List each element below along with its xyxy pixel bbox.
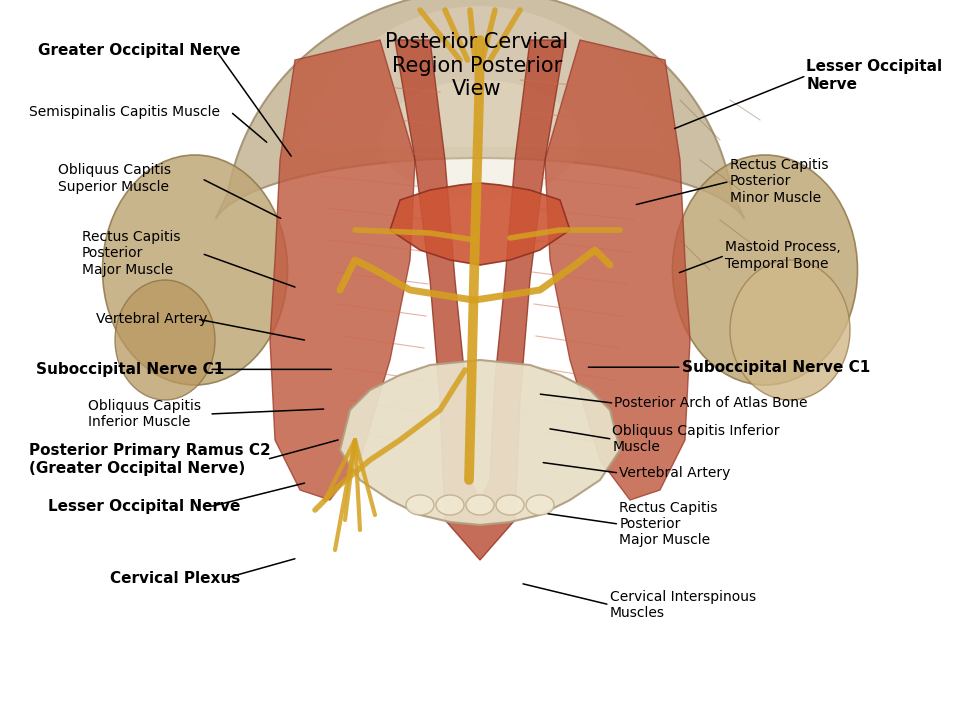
Text: Suboccipital Nerve C1: Suboccipital Nerve C1 bbox=[682, 360, 870, 374]
Text: Cervical Plexus: Cervical Plexus bbox=[110, 571, 241, 585]
Text: Obliquus Capitis Inferior
Muscle: Obliquus Capitis Inferior Muscle bbox=[612, 424, 780, 454]
Ellipse shape bbox=[406, 495, 434, 515]
Text: Rectus Capitis
Posterior
Major Muscle: Rectus Capitis Posterior Major Muscle bbox=[619, 501, 718, 547]
Text: Mastoid Process,
Temporal Bone: Mastoid Process, Temporal Bone bbox=[725, 240, 841, 271]
Text: Vertebral Artery: Vertebral Artery bbox=[619, 466, 731, 480]
Text: Suboccipital Nerve C1: Suboccipital Nerve C1 bbox=[36, 362, 225, 377]
Text: Obliquus Capitis
Inferior Muscle: Obliquus Capitis Inferior Muscle bbox=[88, 399, 202, 429]
Ellipse shape bbox=[103, 155, 287, 385]
Polygon shape bbox=[545, 40, 690, 500]
Text: Obliquus Capitis
Superior Muscle: Obliquus Capitis Superior Muscle bbox=[58, 163, 171, 194]
Text: Rectus Capitis
Posterior
Minor Muscle: Rectus Capitis Posterior Minor Muscle bbox=[730, 158, 828, 204]
Text: Lesser Occipital Nerve: Lesser Occipital Nerve bbox=[48, 500, 240, 514]
Ellipse shape bbox=[380, 80, 580, 200]
Ellipse shape bbox=[115, 280, 215, 400]
Polygon shape bbox=[299, 6, 661, 147]
Polygon shape bbox=[390, 183, 570, 265]
Polygon shape bbox=[216, 0, 744, 219]
Polygon shape bbox=[340, 360, 620, 525]
Ellipse shape bbox=[526, 495, 554, 515]
Text: Greater Occipital Nerve: Greater Occipital Nerve bbox=[38, 43, 241, 58]
Polygon shape bbox=[270, 40, 415, 500]
Text: Lesser Occipital
Nerve: Lesser Occipital Nerve bbox=[806, 59, 943, 92]
Ellipse shape bbox=[436, 495, 464, 515]
Text: Vertebral Artery: Vertebral Artery bbox=[96, 312, 207, 326]
Text: Semispinalis Capitis Muscle: Semispinalis Capitis Muscle bbox=[29, 104, 220, 119]
Text: Cervical Interspinous
Muscles: Cervical Interspinous Muscles bbox=[610, 590, 756, 620]
Ellipse shape bbox=[496, 495, 524, 515]
Ellipse shape bbox=[673, 155, 857, 385]
Polygon shape bbox=[395, 40, 565, 560]
Text: Posterior Cervical
Region Posterior
View: Posterior Cervical Region Posterior View bbox=[386, 32, 568, 99]
Text: Posterior Arch of Atlas Bone: Posterior Arch of Atlas Bone bbox=[614, 396, 808, 410]
Ellipse shape bbox=[466, 495, 494, 515]
Text: Posterior Primary Ramus C2
(Greater Occipital Nerve): Posterior Primary Ramus C2 (Greater Occi… bbox=[29, 444, 271, 475]
Ellipse shape bbox=[730, 260, 850, 400]
Text: Rectus Capitis
Posterior
Major Muscle: Rectus Capitis Posterior Major Muscle bbox=[82, 230, 180, 276]
